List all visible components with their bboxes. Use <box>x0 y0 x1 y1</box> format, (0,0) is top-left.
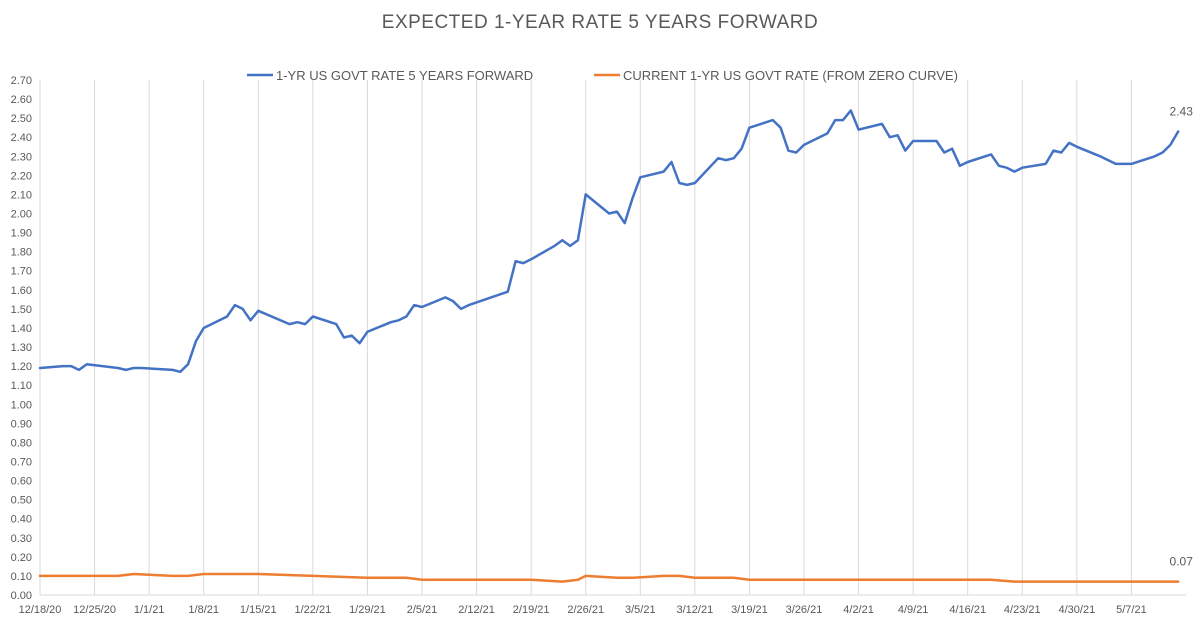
x-tick-label: 5/7/21 <box>1116 604 1147 616</box>
y-tick-label: 2.30 <box>11 151 32 163</box>
y-tick-label: 2.00 <box>11 209 32 221</box>
y-tick-label: 1.70 <box>11 266 32 278</box>
y-tick-label: 2.20 <box>11 170 32 182</box>
y-tick-label: 1.90 <box>11 228 32 240</box>
y-tick-label: 1.80 <box>11 247 32 259</box>
y-tick-label: 2.50 <box>11 113 32 125</box>
end-label-forward-rate: 2.43 <box>1170 105 1194 119</box>
x-tick-label: 4/16/21 <box>949 604 986 616</box>
y-tick-label: 1.00 <box>11 399 32 411</box>
y-tick-label: 0.10 <box>11 571 32 583</box>
end-label-current-rate: 0.07 <box>1170 555 1194 569</box>
x-tick-label: 1/15/21 <box>240 604 277 616</box>
y-tick-label: 1.50 <box>11 304 32 316</box>
x-tick-label: 4/2/21 <box>843 604 874 616</box>
series-line-forward-rate <box>38 109 1180 374</box>
y-tick-label: 1.20 <box>11 361 32 373</box>
y-tick-label: 0.80 <box>11 437 32 449</box>
y-tick-label: 0.20 <box>11 552 32 564</box>
y-tick-label: 0.30 <box>11 533 32 545</box>
x-tick-label: 4/9/21 <box>898 604 929 616</box>
axes: 12/18/20 12/25/20 1/1/21 1/8/21 1/15/21 1/22/… <box>11 75 1186 616</box>
x-tick-label: 4/30/21 <box>1059 604 1096 616</box>
x-tick-label: 12/25/20 <box>73 604 116 616</box>
x-tick-label: 2/26/21 <box>567 604 604 616</box>
x-tick-label: 3/5/21 <box>625 604 656 616</box>
x-tick-label: 1/29/21 <box>349 604 386 616</box>
legend-label-current: CURRENT 1-YR US GOVT RATE (FROM ZERO CUR… <box>623 68 958 83</box>
series <box>38 109 1180 583</box>
y-tick-label: 0.60 <box>11 476 32 488</box>
x-tick-label: 2/12/21 <box>458 604 495 616</box>
x-tick-label: 3/12/21 <box>677 604 714 616</box>
y-tick-label: 2.60 <box>11 94 32 106</box>
y-tick-label: 0.90 <box>11 418 32 430</box>
x-tick-label: 3/19/21 <box>731 604 768 616</box>
x-tick-label: 4/23/21 <box>1004 604 1041 616</box>
x-tick-label: 2/5/21 <box>407 604 438 616</box>
y-tick-label: 1.60 <box>11 285 32 297</box>
y-tick-label: 2.40 <box>11 132 32 144</box>
x-tick-label: 1/1/21 <box>134 604 165 616</box>
y-tick-label: 1.30 <box>11 342 32 354</box>
legend-label-forward: 1-YR US GOVT RATE 5 YEARS FORWARD <box>276 68 533 83</box>
y-tick-label: 2.70 <box>11 75 32 87</box>
x-tick-label: 2/19/21 <box>513 604 550 616</box>
y-tick-label: 0.70 <box>11 456 32 468</box>
data-labels: 2.43 0.07 <box>1170 105 1194 569</box>
gridlines <box>39 80 1132 595</box>
x-tick-label: 3/26/21 <box>786 604 823 616</box>
y-tick-label: 2.10 <box>11 189 32 201</box>
y-tick-label: 0.40 <box>11 514 32 526</box>
x-tick-label: 1/22/21 <box>295 604 332 616</box>
y-tick-label: 0.50 <box>11 495 32 507</box>
y-tick-label: 0.00 <box>11 590 32 602</box>
chart-title: EXPECTED 1-YEAR RATE 5 YEARS FORWARD <box>382 12 818 33</box>
x-tick-label: 12/18/20 <box>19 604 62 616</box>
x-tick-label: 1/8/21 <box>188 604 219 616</box>
y-tick-label: 1.40 <box>11 323 32 335</box>
y-tick-label: 1.10 <box>11 380 32 392</box>
legend: 1-YR US GOVT RATE 5 YEARS FORWARD CURREN… <box>247 68 958 83</box>
series-line-current-rate <box>38 572 1180 583</box>
